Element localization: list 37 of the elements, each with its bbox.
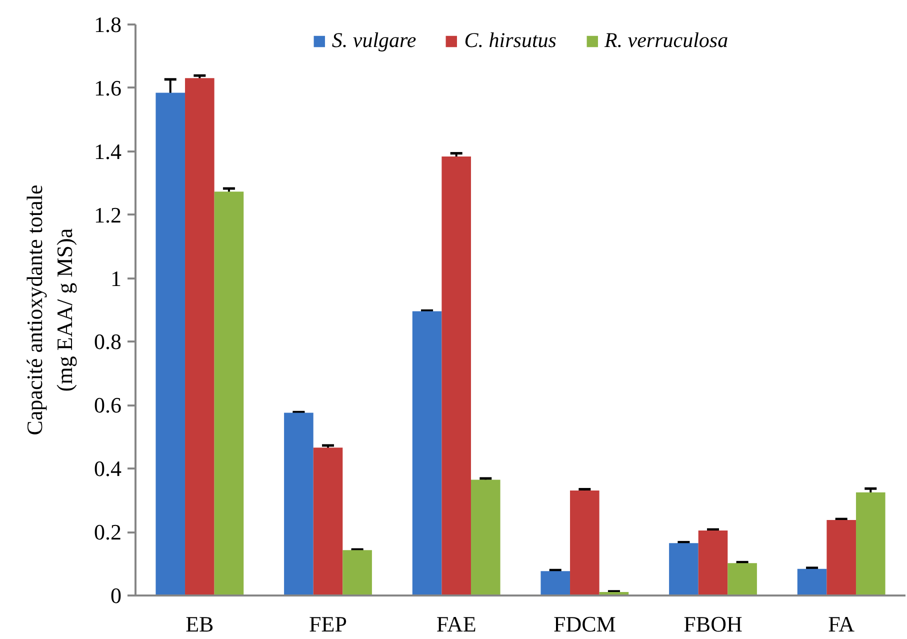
- x-tick-label: FEP: [309, 612, 347, 636]
- bar: [698, 530, 728, 596]
- y-tick-label: 1.4: [94, 138, 122, 164]
- bar: [728, 563, 757, 596]
- y-tick-label: 1.6: [94, 75, 122, 100]
- x-tick-label: FAE: [436, 612, 476, 636]
- y-tick-label: 0.6: [94, 392, 122, 418]
- bar: [797, 568, 827, 596]
- legend-label: S. vulgare: [332, 28, 416, 53]
- y-tick-label: 0.4: [94, 456, 122, 482]
- x-tick-label: FBOH: [684, 612, 742, 636]
- bar: [856, 492, 886, 596]
- bar: [284, 412, 314, 596]
- bar: [214, 192, 244, 596]
- x-tick-label: FDCM: [553, 612, 616, 636]
- bar: [442, 156, 471, 596]
- y-tick-label: 1.8: [94, 12, 122, 37]
- y-tick-label: 0.2: [94, 520, 122, 545]
- bar: [570, 490, 600, 596]
- bar: [669, 543, 698, 596]
- x-tick-label: EB: [186, 612, 214, 636]
- y-tick-label: 1.2: [94, 202, 122, 228]
- y-tick-label: 1: [110, 266, 122, 291]
- bar: [185, 78, 214, 596]
- x-tick-label: FA: [828, 612, 855, 636]
- bar: [412, 311, 442, 596]
- bar: [313, 448, 343, 596]
- y-tick-label: 0.8: [94, 329, 122, 354]
- bar: [826, 520, 856, 596]
- legend-label: R. verruculosa: [604, 28, 728, 53]
- bar: [470, 480, 500, 596]
- bar: [540, 571, 570, 596]
- y-tick-label: 0: [110, 583, 122, 608]
- legend-label: C. hirsutus: [464, 28, 556, 53]
- bar: [342, 550, 372, 596]
- y-axis-title: Capacité antioxydante totale (mg EAA/ g MS)a: [22, 184, 77, 436]
- bar: [156, 92, 186, 596]
